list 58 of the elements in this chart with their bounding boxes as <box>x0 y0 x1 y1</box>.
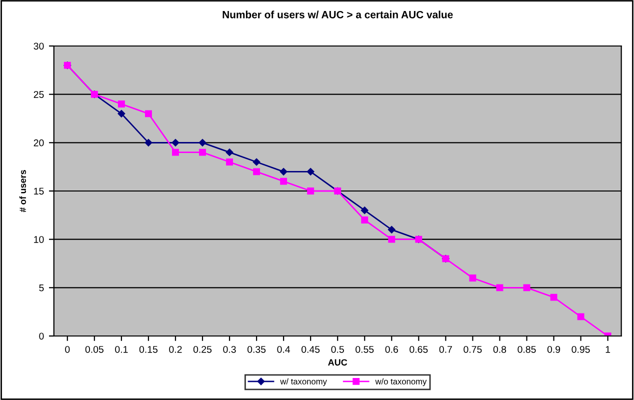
point <box>469 274 476 282</box>
point <box>388 236 396 243</box>
point <box>523 284 530 292</box>
point <box>550 294 558 301</box>
x-tick-label: 1 <box>606 346 610 353</box>
point <box>118 100 125 108</box>
y-tick-label: 25 <box>34 91 44 98</box>
y-tick-label: 20 <box>34 139 44 146</box>
x-tick-label: 0.15 <box>139 346 158 353</box>
point <box>226 158 233 166</box>
point <box>361 216 368 224</box>
x-tick-label: 0.9 <box>547 346 560 353</box>
x-tick-label: 0.2 <box>169 346 182 353</box>
point <box>172 139 180 146</box>
point <box>360 206 368 214</box>
point <box>252 158 260 166</box>
x-tick-label: 0.7 <box>439 346 452 353</box>
legend-label: w/ taxonomy <box>280 378 327 386</box>
x-tick-label: 0.65 <box>410 346 428 353</box>
x-tick-label: 0.35 <box>247 346 266 353</box>
point <box>253 168 260 176</box>
x-tick-label: 0.3 <box>223 346 236 353</box>
point <box>226 148 234 156</box>
point <box>280 178 288 185</box>
y-tick-label: 5 <box>39 284 44 292</box>
y-tick-label: 15 <box>34 188 44 195</box>
y-tick-label: 10 <box>34 236 44 243</box>
point <box>144 139 152 146</box>
x-tick-label: 0.55 <box>356 346 374 353</box>
point <box>144 110 152 118</box>
x-tick-label: 0.4 <box>277 346 290 353</box>
x-tick-label: 0.85 <box>518 346 536 353</box>
point <box>496 284 504 292</box>
point <box>199 148 206 156</box>
point <box>577 313 584 320</box>
x-tick-label: 0.25 <box>193 346 212 353</box>
y-tick-label: 0 <box>39 332 44 340</box>
chart-title: Number of users w/ AUC > a certain AUC value <box>222 10 453 18</box>
x-tick-label: 0.6 <box>385 346 398 353</box>
point <box>388 226 396 234</box>
point <box>306 168 314 176</box>
y-axis-title: # of users <box>19 170 26 212</box>
x-tick-label: 0.1 <box>115 346 128 353</box>
x-tick-label: 0.05 <box>85 346 104 353</box>
point <box>307 188 314 194</box>
x-tick-label: 0.75 <box>464 346 482 353</box>
x-tick-label: 0.5 <box>331 346 344 353</box>
x-tick-label: 0 <box>65 346 70 353</box>
x-tick-label: 0.8 <box>493 346 506 353</box>
point <box>172 148 179 156</box>
point <box>118 110 126 118</box>
point <box>198 139 206 146</box>
y-tick-label: 30 <box>34 42 44 50</box>
legend-label: w/o taxonomy <box>375 378 427 386</box>
point <box>280 168 288 176</box>
x-axis-title: AUC <box>328 359 348 366</box>
x-tick-label: 0.95 <box>572 346 590 353</box>
x-tick-label: 0.45 <box>302 346 320 353</box>
